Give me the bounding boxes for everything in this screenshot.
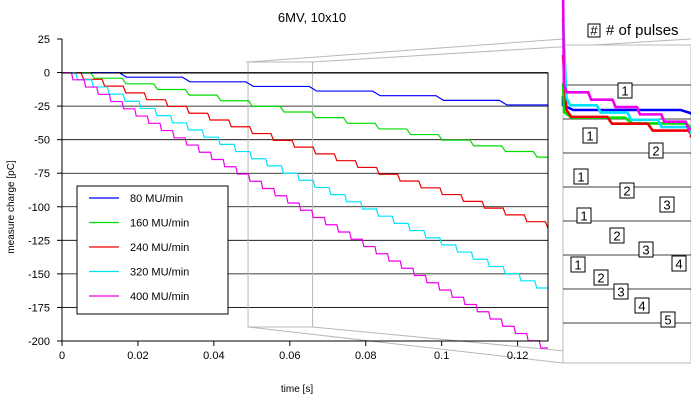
- x-tick-label: 0: [59, 350, 65, 362]
- pulse-label: 3: [663, 198, 670, 213]
- x-tick-label: 0.02: [127, 350, 148, 362]
- pulse-label: 4: [638, 299, 645, 314]
- legend-label-3: 240 MU/min: [130, 242, 189, 254]
- y-tick-label: 0: [44, 68, 50, 80]
- y-tick-label: -200: [28, 336, 50, 348]
- pulse-label: 5: [664, 313, 671, 328]
- inset-series-2: [561, 83, 691, 130]
- series-line-3: [61, 71, 549, 230]
- x-tick-label: 0.1: [434, 350, 449, 362]
- pulse-label: 1: [580, 209, 587, 224]
- x-tick-label: 0.12: [507, 350, 528, 362]
- x-tick-label: 0.08: [355, 350, 376, 362]
- pulse-label: 2: [597, 271, 604, 286]
- pulse-label-box: [648, 142, 664, 159]
- y-tick-label: -100: [28, 202, 50, 214]
- pulse-label: 4: [675, 257, 682, 272]
- x-tick-label: 0.06: [279, 350, 300, 362]
- series-line-5: [61, 71, 548, 349]
- hash-box: [587, 23, 601, 38]
- pulse-label: 1: [574, 258, 581, 273]
- series-line-4: [61, 71, 548, 289]
- legend-box: [76, 185, 229, 315]
- y-tick-label: -25: [34, 101, 50, 113]
- legend-label-5: 400 MU/min: [130, 291, 189, 303]
- pulse-label: 2: [623, 184, 630, 199]
- y-tick-label: -50: [34, 135, 50, 147]
- pulse-label-box: [576, 207, 592, 224]
- pulse-label-box: [570, 256, 586, 273]
- hash-symbol: #: [590, 23, 598, 38]
- x-axis-label: time [s]: [281, 384, 313, 395]
- pulse-label-box: [671, 255, 687, 272]
- pulse-label-box: [582, 127, 598, 144]
- pulse-label: 1: [621, 84, 628, 99]
- pulse-label: 1: [586, 129, 593, 144]
- y-tick-label: -150: [28, 269, 50, 281]
- pulse-label-box: [660, 311, 676, 328]
- inset-series-5: [561, 0, 691, 131]
- y-tick-label: -125: [28, 235, 50, 247]
- chart-title: 6MV, 10x10: [278, 10, 346, 25]
- pulse-label: 2: [652, 144, 659, 159]
- pulse-label-box: [634, 297, 650, 314]
- series-line-2: [61, 71, 548, 158]
- series-line-1: [61, 71, 548, 106]
- x-tick-label: 0.04: [203, 350, 224, 362]
- y-tick-label: -175: [28, 302, 50, 314]
- series-group: [61, 71, 549, 349]
- inset-title: # of pulses: [606, 22, 679, 39]
- zoom-connector-top-right: [312, 38, 691, 63]
- axes: 25 0 -25 -50 -75 -100 -125 -150 -175 -200 0 0.02 0.0…: [28, 34, 528, 362]
- legend: 80 MU/min 160 MU/min 240 MU/min 320 MU/min 4…: [76, 185, 229, 315]
- zoom-connector-top: [248, 38, 564, 63]
- inset-line-2: [561, 83, 691, 130]
- inset-line-5: [561, 0, 691, 131]
- legend-label-1: 80 MU/min: [130, 193, 183, 205]
- legend-label-2: 160 MU/min: [130, 218, 189, 230]
- y-tick-label: 25: [38, 34, 50, 46]
- pulse-label-box: [609, 227, 625, 244]
- pulse-label-box: [659, 196, 675, 213]
- legend-label-4: 320 MU/min: [130, 267, 189, 279]
- pulse-label-box: [617, 82, 633, 99]
- pulse-label: 2: [613, 229, 620, 244]
- pulse-label-box: [593, 269, 609, 286]
- pulse-label: 3: [642, 243, 649, 258]
- pulse-label-box: [619, 182, 635, 199]
- zoom-connector-bottom: [247, 326, 564, 364]
- pulse-label-box: [638, 241, 654, 258]
- pulse-label-box: [613, 283, 629, 300]
- y-tick-label: -75: [34, 168, 50, 180]
- zoom-box: [247, 61, 314, 328]
- pulse-label: 3: [617, 285, 624, 300]
- y-axis-label: measure charge [pC]: [6, 160, 17, 254]
- pulse-label-box: [573, 168, 589, 185]
- pulse-label: 1: [577, 170, 584, 185]
